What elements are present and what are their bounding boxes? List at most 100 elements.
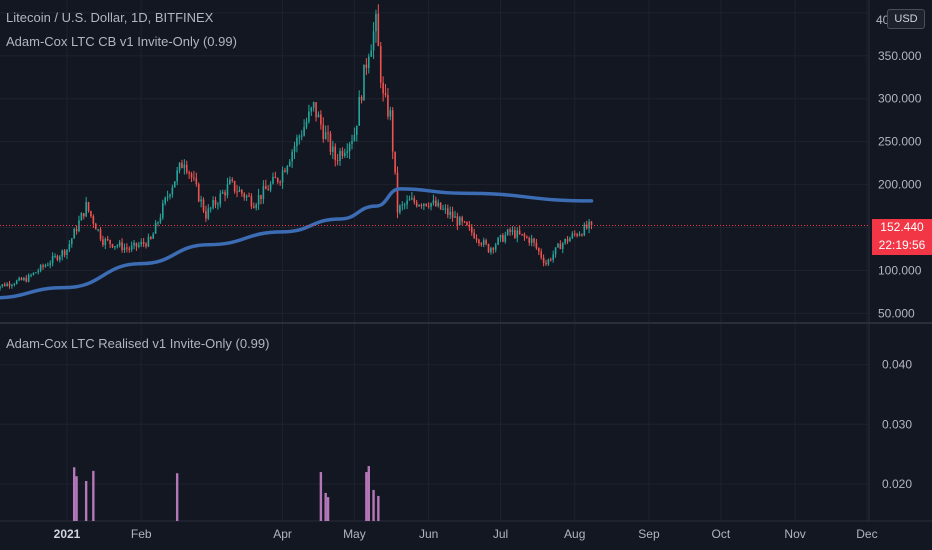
candle[interactable] (85, 196, 87, 218)
candle[interactable] (97, 228, 99, 232)
candle[interactable] (56, 254, 59, 262)
candle[interactable] (61, 249, 64, 261)
candle[interactable] (238, 186, 241, 193)
candle[interactable] (109, 239, 111, 249)
candle[interactable] (212, 196, 214, 210)
symbol-legend[interactable]: Litecoin / U.S. Dollar, 1D, BITFINEX (6, 10, 214, 25)
candle[interactable] (418, 203, 420, 208)
candle[interactable] (463, 220, 466, 224)
candle[interactable] (147, 233, 150, 248)
candle[interactable] (209, 206, 212, 213)
candle[interactable] (327, 125, 329, 142)
candle[interactable] (293, 141, 296, 159)
candle[interactable] (87, 201, 90, 213)
candle[interactable] (547, 258, 550, 266)
candle[interactable] (214, 196, 217, 209)
candle[interactable] (224, 189, 226, 202)
candle[interactable] (423, 203, 425, 211)
candle[interactable] (554, 247, 557, 258)
candle[interactable] (492, 247, 495, 254)
candle[interactable] (557, 242, 559, 248)
candle[interactable] (140, 238, 143, 247)
candle[interactable] (389, 106, 392, 121)
indicator-legend[interactable]: Adam-Cox LTC CB v1 Invite-Only (0.99) (6, 34, 237, 49)
candle[interactable] (183, 159, 186, 175)
candle[interactable] (102, 235, 104, 247)
candle[interactable] (408, 195, 411, 201)
candle[interactable] (447, 204, 449, 219)
candle[interactable] (420, 203, 423, 209)
candle[interactable] (221, 189, 224, 195)
candle[interactable] (193, 170, 195, 182)
candle[interactable] (458, 215, 461, 226)
candle[interactable] (391, 107, 394, 160)
candle[interactable] (205, 205, 207, 222)
candle[interactable] (166, 190, 169, 202)
candle[interactable] (384, 84, 387, 98)
candle[interactable] (82, 213, 85, 220)
candle[interactable] (63, 249, 66, 258)
candle[interactable] (51, 252, 54, 267)
candle[interactable] (411, 191, 413, 201)
candle[interactable] (257, 188, 260, 210)
candle[interactable] (70, 237, 73, 248)
candle[interactable] (305, 117, 308, 130)
candle[interactable] (470, 224, 473, 236)
candle[interactable] (284, 167, 286, 173)
candle[interactable] (274, 171, 277, 179)
candle[interactable] (454, 210, 456, 218)
candle[interactable] (363, 64, 365, 101)
candle[interactable] (549, 257, 552, 262)
candle[interactable] (334, 143, 337, 167)
candle[interactable] (126, 243, 128, 253)
candle[interactable] (581, 233, 583, 237)
candle[interactable] (269, 181, 272, 193)
candle[interactable] (253, 202, 255, 209)
candle[interactable] (104, 237, 107, 250)
candle[interactable] (348, 141, 351, 160)
candle[interactable] (514, 226, 516, 239)
candle[interactable] (25, 275, 28, 283)
candle[interactable] (181, 159, 183, 169)
candle[interactable] (195, 172, 198, 187)
candle[interactable] (336, 153, 339, 166)
candle[interactable] (281, 166, 284, 189)
candle[interactable] (540, 248, 543, 260)
candle[interactable] (444, 204, 447, 214)
currency-badge[interactable]: USD (887, 9, 925, 29)
candle[interactable] (413, 195, 416, 205)
candle[interactable] (3, 282, 6, 287)
candle[interactable] (116, 243, 119, 249)
candle[interactable] (317, 111, 320, 118)
candle[interactable] (264, 179, 267, 190)
candle[interactable] (286, 165, 289, 175)
candle[interactable] (401, 201, 404, 211)
candle[interactable] (456, 212, 459, 231)
candle[interactable] (173, 181, 176, 188)
candle[interactable] (291, 149, 293, 169)
candle[interactable] (150, 236, 152, 240)
candle[interactable] (487, 243, 490, 253)
candle[interactable] (406, 195, 408, 210)
candle[interactable] (535, 238, 538, 250)
candle[interactable] (473, 228, 475, 239)
candle[interactable] (506, 228, 509, 236)
candle[interactable] (23, 276, 25, 282)
candle[interactable] (164, 196, 166, 206)
candle[interactable] (68, 240, 71, 253)
candle[interactable] (353, 127, 356, 142)
candle[interactable] (387, 87, 389, 120)
candle[interactable] (542, 254, 545, 267)
candle[interactable] (530, 234, 533, 247)
candle[interactable] (106, 236, 109, 242)
candle[interactable] (169, 193, 171, 200)
candle[interactable] (571, 231, 574, 240)
candle[interactable] (564, 238, 566, 245)
candle[interactable] (6, 282, 8, 287)
candle[interactable] (308, 104, 310, 124)
candle[interactable] (217, 201, 219, 210)
candle[interactable] (135, 242, 138, 251)
candle[interactable] (300, 130, 303, 141)
candle[interactable] (502, 233, 504, 243)
candle[interactable] (8, 280, 11, 289)
